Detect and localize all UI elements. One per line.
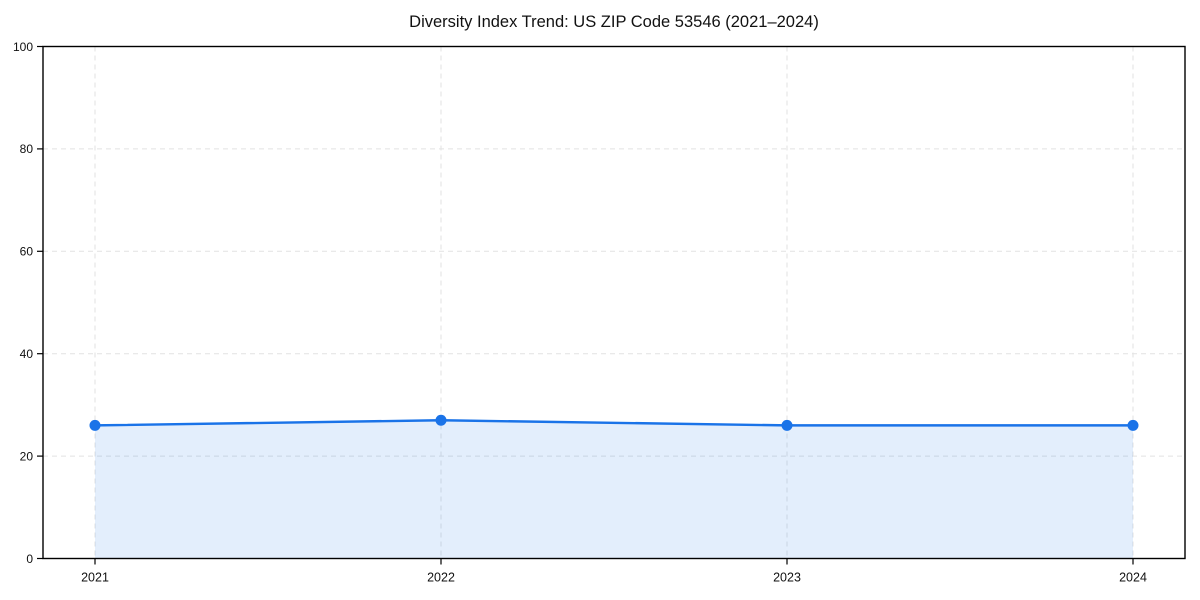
y-tick-label: 40 [20, 347, 34, 361]
data-point-marker [781, 419, 793, 431]
y-tick-label: 20 [20, 449, 34, 463]
y-tick-label: 60 [20, 245, 34, 259]
x-tick-label: 2022 [427, 571, 455, 585]
area-fill [95, 420, 1133, 559]
data-point-marker [89, 419, 101, 431]
x-tick-label: 2023 [773, 571, 801, 585]
y-tick-label: 0 [26, 552, 33, 566]
plot-border [42, 45, 1186, 560]
x-tick-label: 2024 [1119, 571, 1147, 585]
x-tick-label: 2021 [81, 571, 109, 585]
data-point-marker [1127, 419, 1139, 431]
chart-title: Diversity Index Trend: US ZIP Code 53546… [409, 13, 819, 31]
data-point-marker [435, 414, 447, 426]
trend-line [93, 419, 1135, 427]
y-tick-label: 100 [13, 40, 33, 54]
y-tick-label: 80 [20, 142, 34, 156]
